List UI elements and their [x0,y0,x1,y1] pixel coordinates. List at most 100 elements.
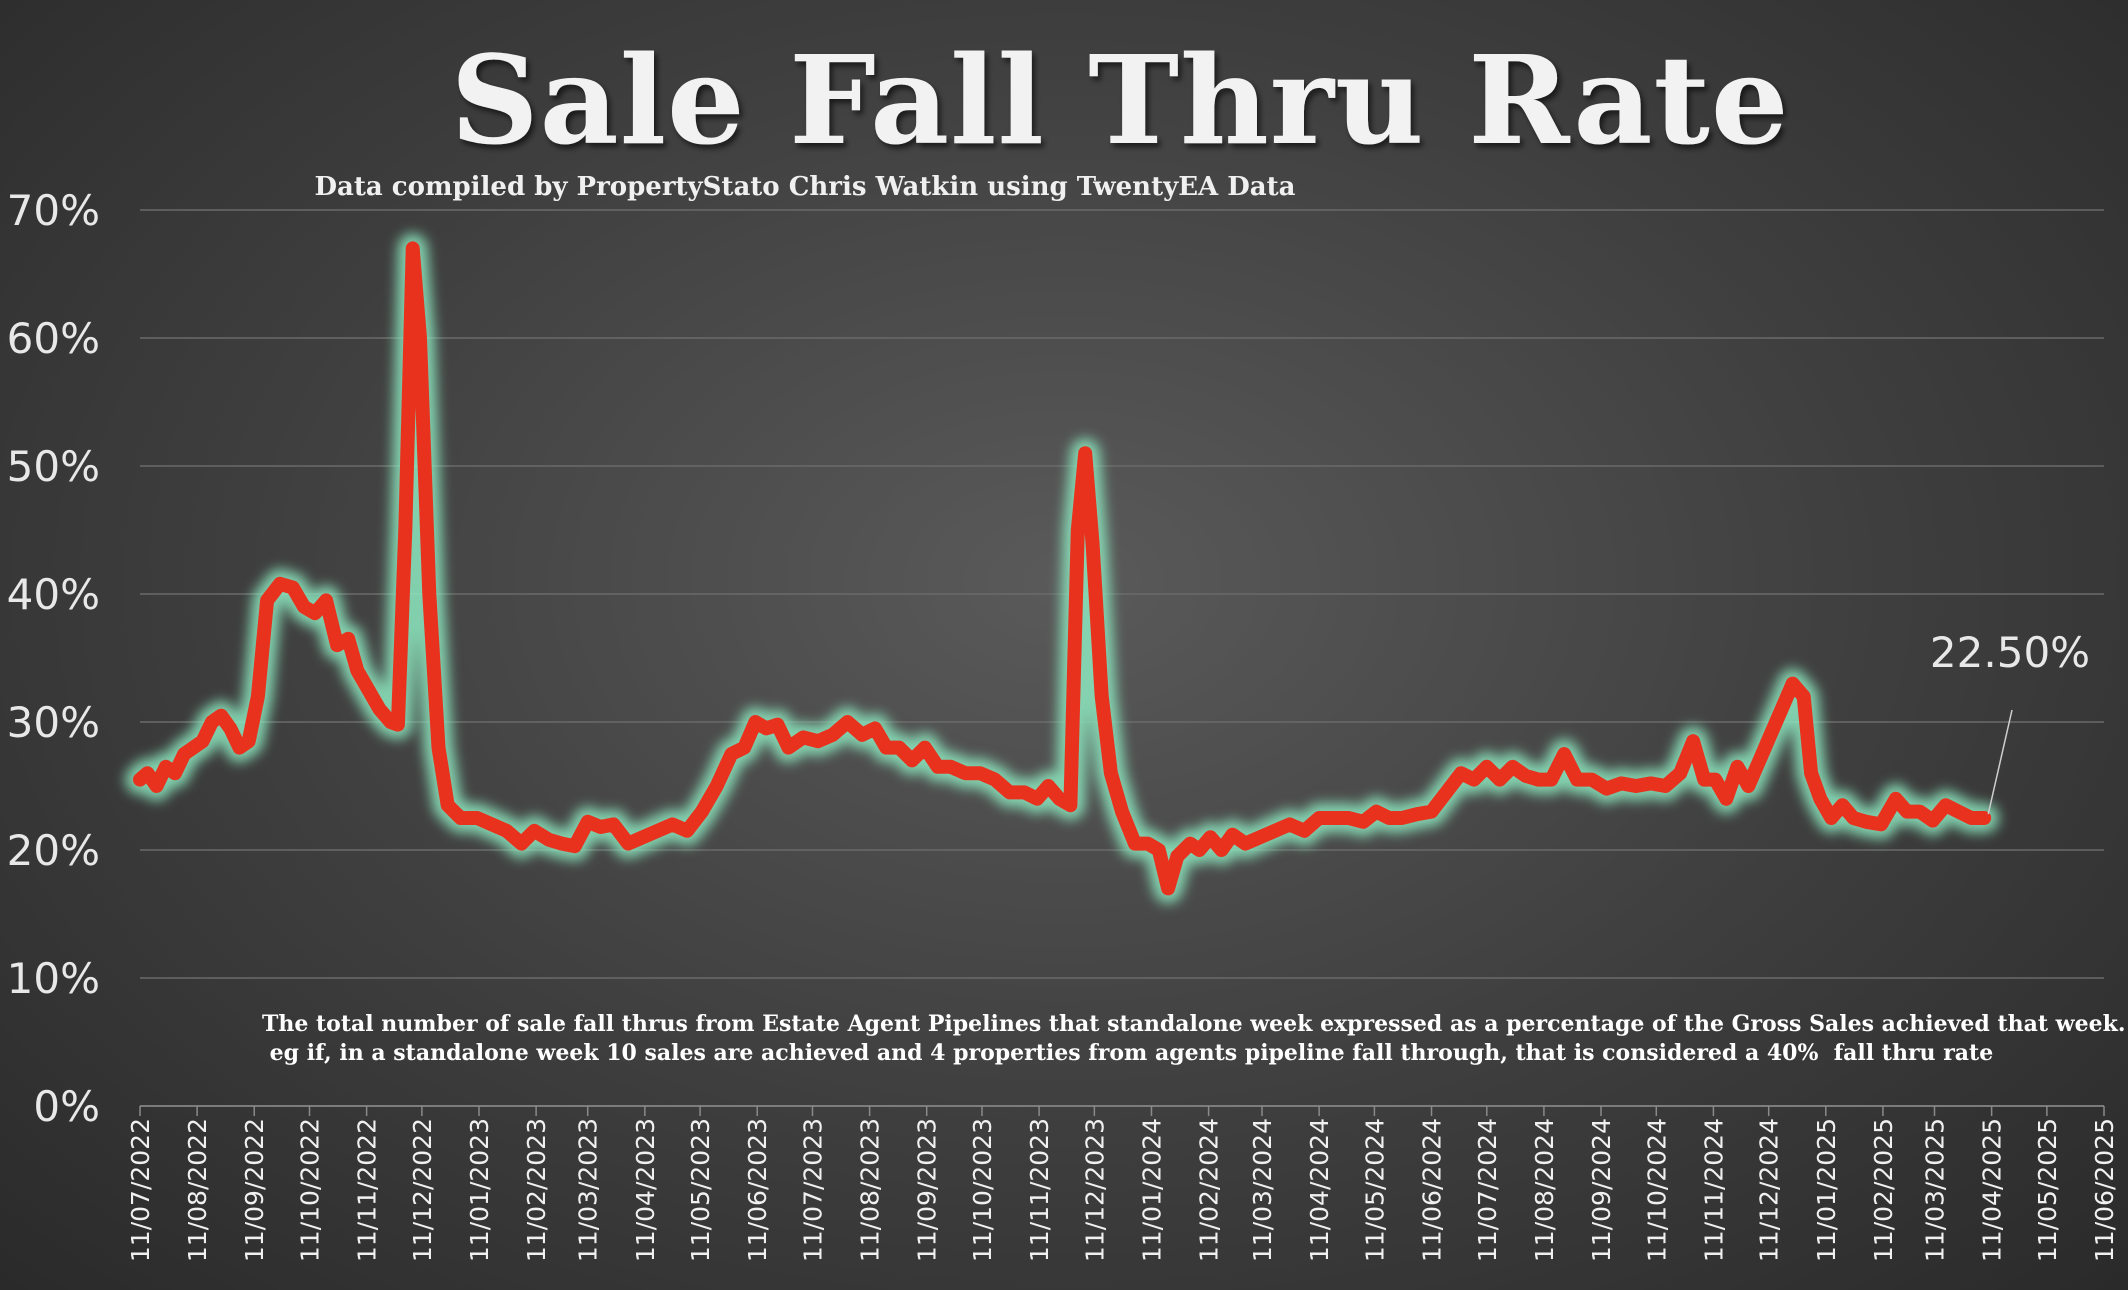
x-tick-label: 11/11/2022 [353,1118,382,1262]
data-point [1371,806,1382,817]
data-point [1216,845,1227,855]
data-point [135,774,145,785]
y-tick-label: 50% [7,442,100,491]
x-tick-label: 11/07/2024 [1473,1118,1502,1262]
data-point [1072,525,1083,535]
data-point [275,578,286,589]
x-tick-label: 11/08/2023 [856,1118,885,1262]
data-point [363,685,374,695]
data-point [1710,774,1721,785]
x-tick-label: 11/06/2023 [743,1118,772,1262]
data-point [932,761,943,772]
callout-label: 22.50% [1930,628,2090,677]
data-point [1129,838,1140,849]
data-point [529,825,540,836]
data-point [352,665,363,676]
data-point [1837,800,1848,811]
y-tick-label: 10% [7,954,100,1003]
x-tick-label: 11/06/2025 [2090,1118,2119,1262]
data-point [142,768,153,779]
data-point [1675,768,1686,779]
data-point [374,704,385,715]
data-point [424,589,435,599]
data-point [1743,781,1754,791]
data-point [711,781,722,791]
data-point [726,749,737,759]
data-point [1096,691,1107,702]
x-tick-label: 11/04/2025 [1978,1118,2007,1262]
x-tick-label: 11/01/2025 [1812,1118,1841,1262]
data-point [1586,774,1597,785]
data-point [1397,813,1408,823]
data-point [608,819,619,830]
data-point [1043,781,1054,791]
data-point [1631,781,1642,791]
data-point [1559,749,1570,759]
data-point [595,821,606,832]
data-point [1142,838,1153,849]
data-point [772,719,783,730]
data-point [1426,806,1437,817]
data-point [197,736,208,747]
footnote-line-1: The total number of sale fall thrus from… [262,1011,2126,1037]
data-point [1861,816,1872,827]
data-point [188,742,199,753]
data-point [332,640,343,651]
data-point [894,742,905,753]
data-point [1798,691,1809,702]
data-point [310,608,321,619]
data-point [1255,832,1266,843]
x-tick-label: 11/02/2025 [1869,1118,1898,1262]
x-tick-label: 11/07/2023 [798,1118,827,1262]
data-point [556,838,567,849]
data-point [1185,838,1196,849]
data-point [407,243,418,254]
data-point [1914,806,1925,817]
data-point [1087,537,1098,548]
x-axis-tick-labels: 11/07/2022 11/08/2022 11/09/2022 11/10/2022… [126,1105,2119,1262]
data-point [1384,813,1395,823]
data-point [1806,768,1817,779]
data-point [1688,736,1699,747]
data-point [1732,761,1743,772]
x-tick-label: 11/01/2024 [1137,1118,1166,1262]
y-tick-label: 70% [7,186,100,235]
data-point [179,749,190,759]
data-point [1660,781,1671,791]
data-point [1979,813,1990,823]
data-point [813,736,824,747]
x-tick-label: 11/01/2023 [465,1118,494,1262]
data-point [1205,832,1216,843]
x-tick-label: 11/12/2022 [408,1118,437,1262]
y-axis-tick-labels: 0% 10% 20% 30% 40% 50% 60% 70% [7,186,100,1131]
data-point [652,825,663,836]
data-point [569,841,580,852]
data-point [1481,761,1492,772]
data-point [392,719,403,730]
data-point [1172,851,1183,862]
x-tick-label: 11/10/2024 [1642,1118,1671,1262]
data-point [442,800,453,811]
data-point [975,768,986,779]
x-tick-label: 11/09/2024 [1587,1118,1616,1262]
data-point [1940,800,1951,811]
x-tick-label: 11/12/2023 [1080,1118,1109,1262]
data-point [262,595,273,606]
data-point [682,825,693,836]
data-point [1572,774,1583,785]
data-point [798,732,809,743]
data-point [1328,813,1339,823]
x-tick-label: 11/06/2024 [1418,1118,1447,1262]
data-point [1441,787,1452,798]
y-tick-label: 40% [7,570,100,619]
data-point [750,717,761,727]
data-point [206,717,217,727]
data-point [1754,755,1765,766]
data-point [1080,448,1091,459]
data-point [1153,845,1164,855]
data-point [415,333,426,343]
data-point [472,813,483,823]
data-point [842,717,853,727]
data-point [1876,819,1887,830]
